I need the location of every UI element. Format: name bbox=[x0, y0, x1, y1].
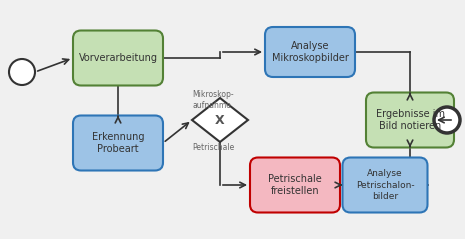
Polygon shape bbox=[192, 98, 248, 142]
Text: Vorverarbeitung: Vorverarbeitung bbox=[79, 53, 158, 63]
Text: Analyse
Petrischalon-
bilder: Analyse Petrischalon- bilder bbox=[356, 169, 414, 201]
FancyBboxPatch shape bbox=[366, 92, 454, 147]
Text: Analyse
Mikroskopbilder: Analyse Mikroskopbilder bbox=[272, 41, 348, 63]
Text: X: X bbox=[215, 114, 225, 126]
Circle shape bbox=[9, 59, 35, 85]
Text: Petrischale
freistellen: Petrischale freistellen bbox=[268, 174, 322, 196]
FancyBboxPatch shape bbox=[343, 158, 427, 212]
Text: Erkennung
Probeart: Erkennung Probeart bbox=[92, 132, 144, 154]
FancyBboxPatch shape bbox=[265, 27, 355, 77]
FancyBboxPatch shape bbox=[250, 158, 340, 212]
FancyBboxPatch shape bbox=[73, 31, 163, 86]
Text: Petrischale: Petrischale bbox=[192, 143, 234, 152]
Text: Mikroskop-
aufnahme: Mikroskop- aufnahme bbox=[192, 90, 233, 110]
FancyBboxPatch shape bbox=[73, 115, 163, 170]
Text: Ergebnisse im
Bild notieren: Ergebnisse im Bild notieren bbox=[376, 109, 445, 131]
Circle shape bbox=[434, 107, 460, 133]
